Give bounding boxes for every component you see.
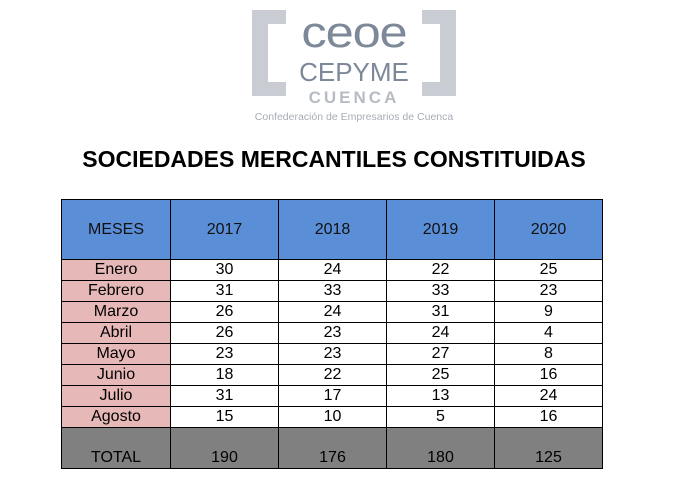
value-cell: 33 — [386, 280, 495, 302]
value-cell: 23 — [170, 343, 279, 365]
logo-cepyme: CEPYME — [299, 57, 409, 87]
value-cell: 190 — [170, 427, 279, 469]
value-cell: 31 — [386, 301, 495, 323]
value-cell: 180 — [386, 427, 495, 469]
value-cell: 23 — [278, 322, 387, 344]
logo-bracket-right-bottom — [422, 82, 456, 96]
value-cell: 9 — [494, 301, 603, 323]
data-table: MESES 2017 2018 2019 2020 Enero 30 24 22 25 Febrer… — [61, 199, 603, 469]
value-cell: 18 — [170, 364, 279, 386]
value-cell: 2019 — [386, 199, 495, 260]
logo-ceoe: ceoe — [301, 8, 407, 57]
value-cell: 27 — [386, 343, 495, 365]
row-label-cell: MESES — [61, 199, 171, 260]
row-label-cell: Mayo — [61, 343, 171, 365]
value-cell: 24 — [278, 259, 387, 281]
value-cell: 26 — [170, 301, 279, 323]
logo-bracket-left-bottom — [252, 82, 286, 96]
value-cell: 23 — [278, 343, 387, 365]
logo-cuenca: CUENCA — [308, 88, 400, 107]
value-cell: 31 — [170, 280, 279, 302]
value-cell: 2018 — [278, 199, 387, 260]
table-row: Junio 18 22 25 16 — [61, 364, 603, 386]
value-cell: 8 — [494, 343, 603, 365]
logo-bracket-left-top — [252, 10, 286, 24]
value-cell: 2020 — [494, 199, 603, 260]
value-cell: 31 — [170, 385, 279, 407]
row-label-cell: Julio — [61, 385, 171, 407]
total-row: TOTAL 190 176 180 125 — [61, 427, 603, 469]
table-row: Agosto 15 10 5 16 — [61, 406, 603, 428]
value-cell: 24 — [386, 322, 495, 344]
header-row: MESES 2017 2018 2019 2020 — [61, 199, 603, 260]
value-cell: 10 — [278, 406, 387, 428]
value-cell: 22 — [278, 364, 387, 386]
value-cell: 4 — [494, 322, 603, 344]
row-label-cell: Febrero — [61, 280, 171, 302]
value-cell: 25 — [386, 364, 495, 386]
value-cell: 25 — [494, 259, 603, 281]
value-cell: 16 — [494, 364, 603, 386]
table-row: Enero 30 24 22 25 — [61, 259, 603, 281]
value-cell: 2017 — [170, 199, 279, 260]
value-cell: 13 — [386, 385, 495, 407]
page-title: SOCIEDADES MERCANTILES CONSTITUIDAS — [82, 146, 586, 172]
value-cell: 33 — [278, 280, 387, 302]
value-cell: 22 — [386, 259, 495, 281]
value-cell: 23 — [494, 280, 603, 302]
logo-bracket-right-top — [422, 10, 456, 24]
row-label-cell: Abril — [61, 322, 171, 344]
row-label-cell: Enero — [61, 259, 171, 281]
value-cell: 24 — [494, 385, 603, 407]
logo-bracket-right — [440, 10, 456, 96]
table-row: Marzo 26 24 31 9 — [61, 301, 603, 323]
table-row: Julio 31 17 13 24 — [61, 385, 603, 407]
value-cell: 5 — [386, 406, 495, 428]
value-cell: 125 — [494, 427, 603, 469]
table-row: Abril 26 23 24 4 — [61, 322, 603, 344]
value-cell: 15 — [170, 406, 279, 428]
logo-bracket-left — [252, 10, 268, 96]
row-label-cell: TOTAL — [61, 427, 171, 469]
value-cell: 17 — [278, 385, 387, 407]
row-label-cell: Junio — [61, 364, 171, 386]
table-row: Febrero 31 33 33 23 — [61, 280, 603, 302]
value-cell: 26 — [170, 322, 279, 344]
value-cell: 30 — [170, 259, 279, 281]
ceoe-cepyme-logo: ceoe CEPYME CUENCA Confederación de Empr… — [250, 8, 458, 128]
row-label-cell: Marzo — [61, 301, 171, 323]
logo-tagline: Confederación de Empresarios de Cuenca — [254, 111, 454, 123]
value-cell: 16 — [494, 406, 603, 428]
value-cell: 24 — [278, 301, 387, 323]
table-row: Mayo 23 23 27 8 — [61, 343, 603, 365]
row-label-cell: Agosto — [61, 406, 171, 428]
value-cell: 176 — [278, 427, 387, 469]
